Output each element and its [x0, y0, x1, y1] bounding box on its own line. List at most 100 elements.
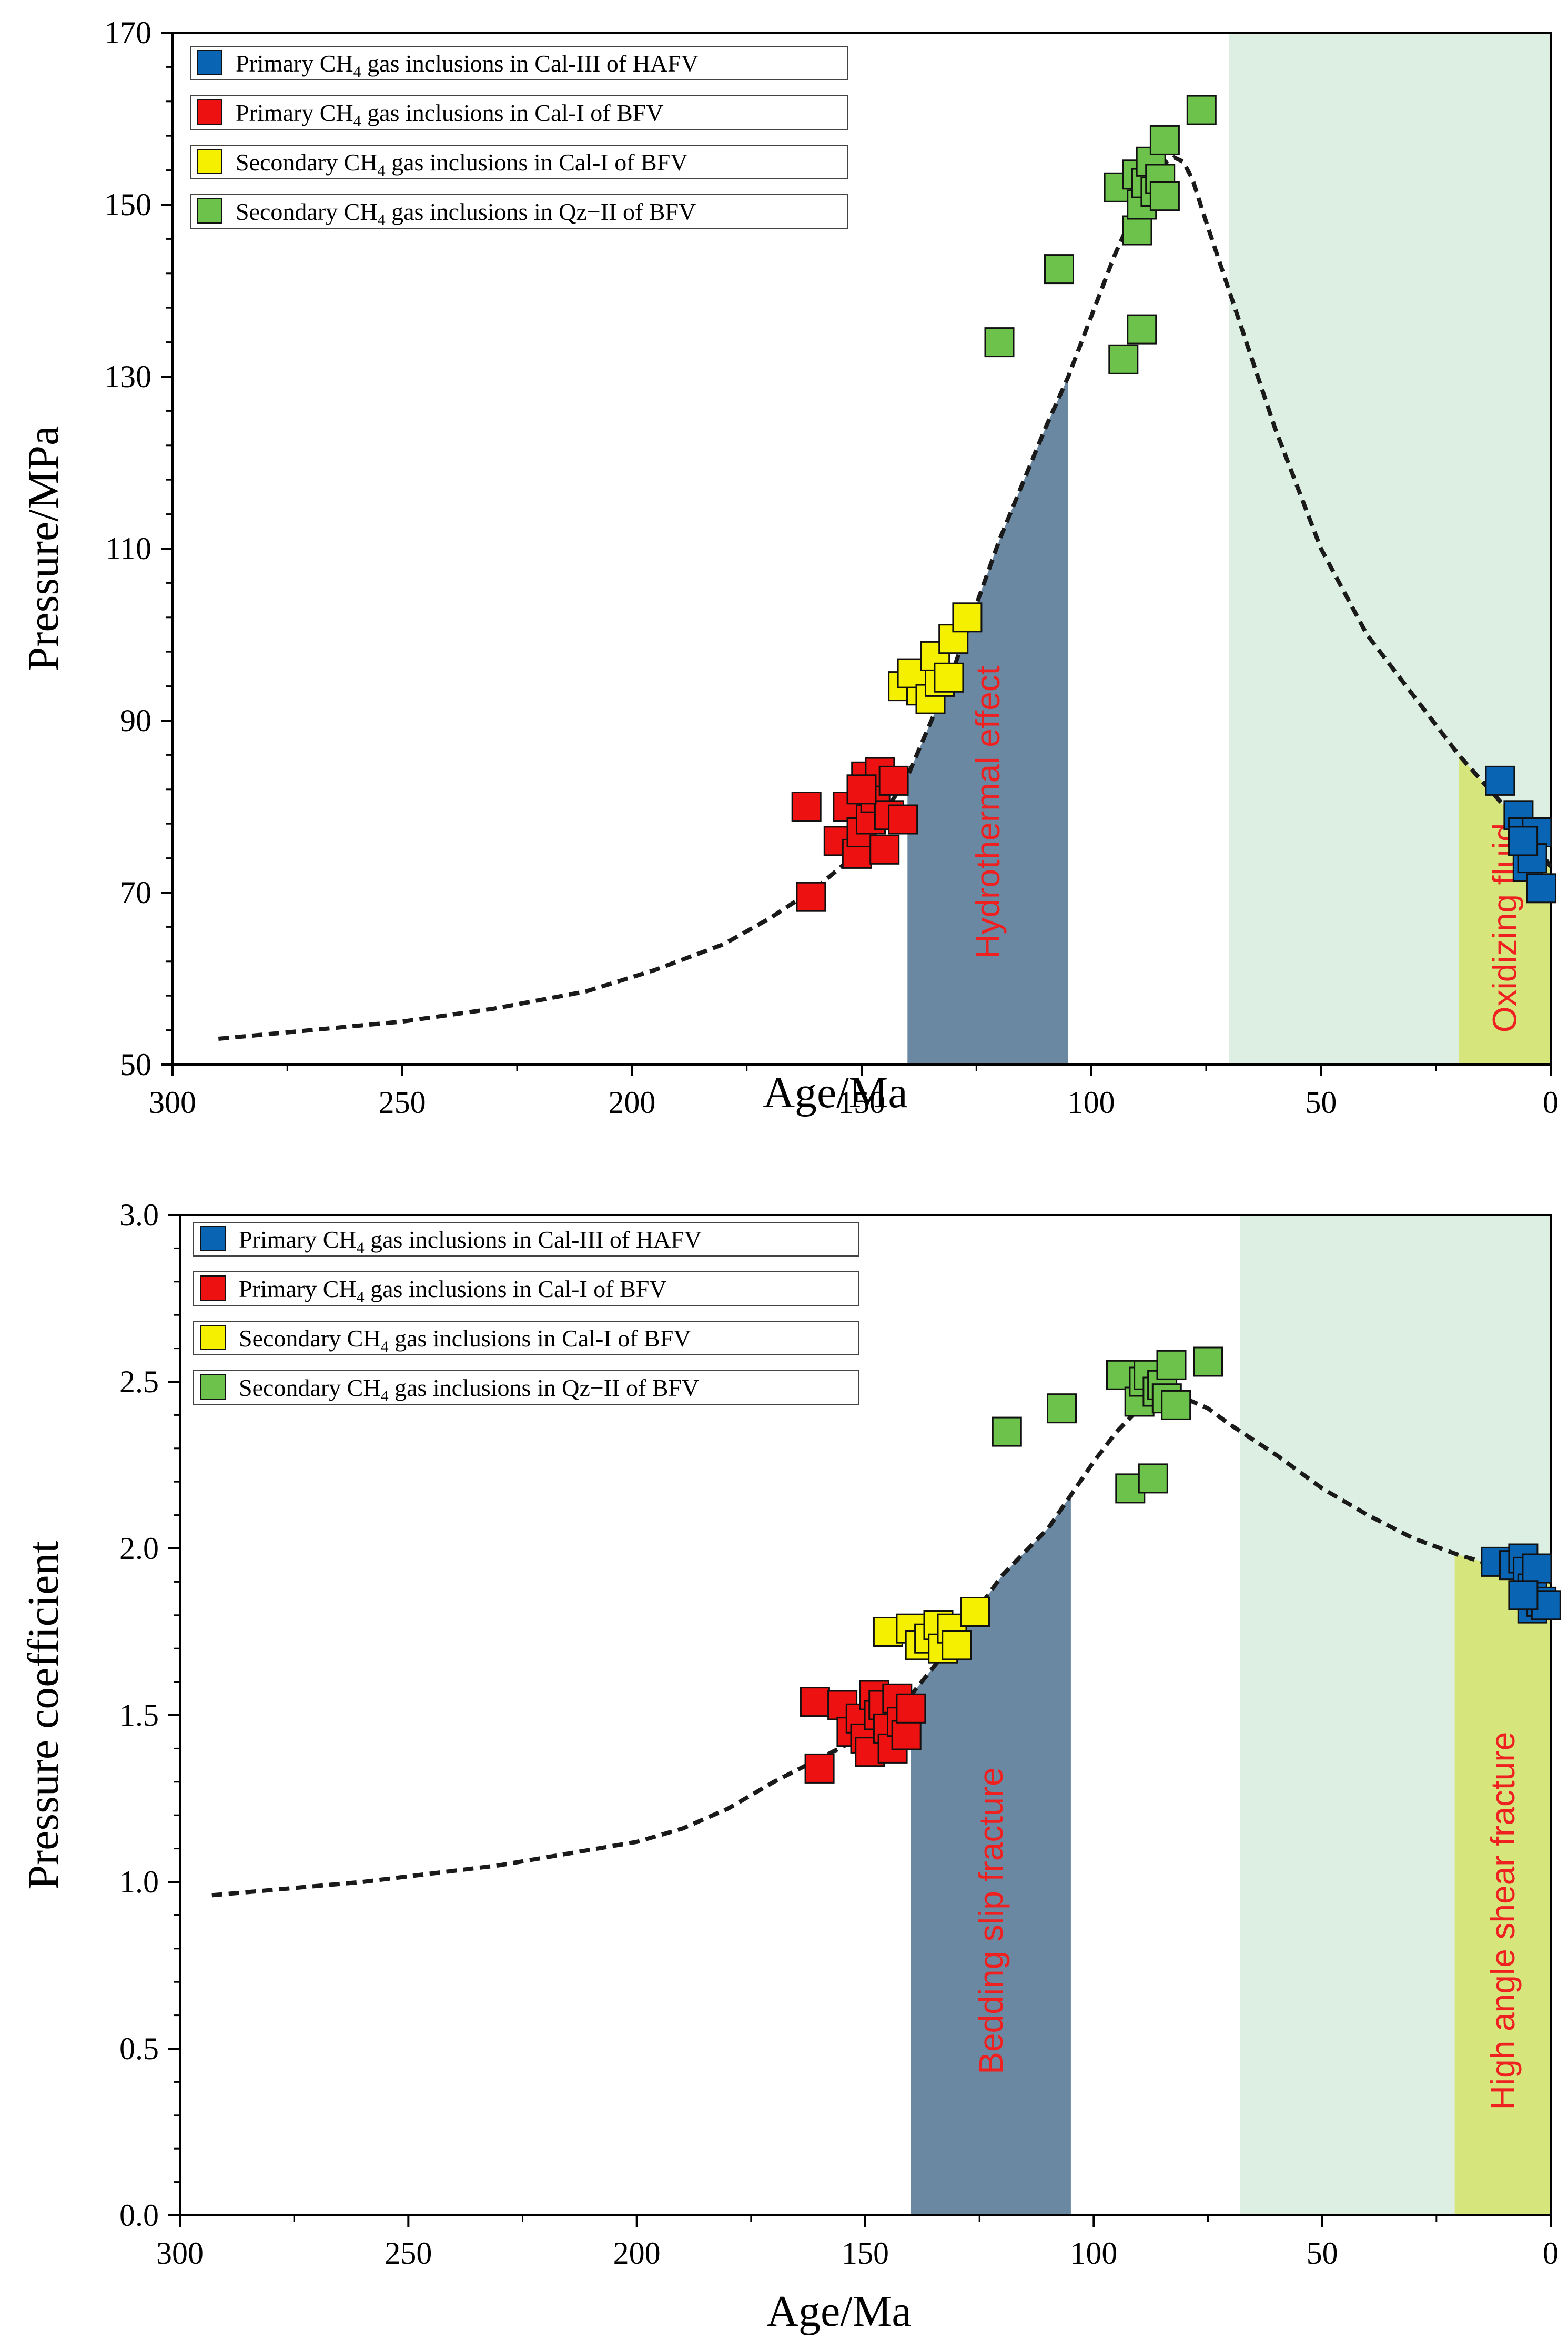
y-tick-label: 3.0: [119, 1198, 159, 1232]
region-high-angle: [1454, 1553, 1551, 2215]
data-point: [942, 1630, 972, 1660]
chart-panel-2: Bedding slip fracture High angle shear fr…: [19, 1198, 1561, 2336]
data-point: [1149, 181, 1180, 211]
x-tick-label: 50: [1305, 1085, 1337, 1120]
series-3: [873, 1597, 990, 1664]
x-tick-label: 250: [385, 2236, 432, 2271]
data-point: [952, 602, 983, 633]
legend-box: [190, 95, 848, 130]
legend-swatch: [200, 1275, 226, 1301]
data-point: [1156, 1350, 1187, 1380]
x-tick-label: 300: [149, 1085, 196, 1120]
legend-box: [193, 1271, 859, 1306]
legend-swatch: [200, 1374, 226, 1400]
legend-swatch: [200, 1325, 226, 1350]
x-tick-label: 100: [1068, 1085, 1115, 1120]
region-hydrothermal: [907, 377, 1068, 1065]
legend-label: Secondary CH4 gas inclusions in Cal-I of…: [236, 149, 688, 179]
data-point: [804, 1753, 835, 1784]
y-axis-title: Pressure coefficient: [19, 1541, 68, 1889]
data-point: [992, 1416, 1022, 1447]
x-tick-label: 150: [842, 2236, 889, 2271]
data-point: [1161, 1390, 1191, 1420]
data-point: [1138, 1463, 1168, 1494]
x-tick-label: 50: [1307, 2236, 1338, 2271]
x-tick-label: 300: [156, 2236, 204, 2271]
x-tick-label: 0: [1543, 1085, 1559, 1120]
legend-label: Primary CH4 gas inclusions in Cal-III of…: [236, 50, 699, 80]
series-4: [984, 95, 1217, 374]
legend-label: Primary CH4 gas inclusions in Cal-I of B…: [236, 99, 664, 130]
region-label-hydrothermal: Hydrothermal effect: [969, 665, 1007, 959]
data-point: [960, 1597, 990, 1627]
data-point: [1149, 125, 1180, 155]
data-point: [1108, 344, 1139, 374]
x-tick-label: 100: [1070, 2236, 1117, 2271]
data-point: [1122, 215, 1152, 246]
legend-box: [193, 1370, 859, 1405]
y-tick-label: 170: [104, 15, 151, 50]
data-point: [984, 327, 1015, 358]
series-4: [992, 1346, 1223, 1504]
legend-label: Secondary CH4 gas inclusions in Qz−II of…: [239, 1374, 699, 1405]
data-point: [1047, 1393, 1077, 1424]
data-point: [1044, 254, 1074, 285]
data-point: [878, 765, 909, 796]
x-tick-label: 250: [379, 1085, 426, 1120]
trend-curve: [218, 155, 1553, 1041]
series-1: [1485, 765, 1556, 904]
data-point: [1127, 314, 1157, 345]
legend-box: [193, 1222, 859, 1257]
legend-box: [190, 194, 848, 229]
data-point: [846, 774, 877, 805]
data-point: [1508, 826, 1539, 856]
legend-label: Secondary CH4 gas inclusions in Cal-I of…: [239, 1325, 691, 1355]
legend-swatch: [197, 149, 222, 174]
legend-box: [190, 46, 848, 80]
data-point: [800, 1687, 830, 1717]
y-tick-label: 50: [120, 1047, 151, 1082]
y-axis-title: Pressure/MPa: [19, 426, 68, 672]
y-tick-label: 1.0: [119, 1865, 159, 1899]
legend-swatch: [200, 1226, 226, 1251]
y-tick-label: 0.5: [119, 2031, 159, 2066]
series-1: [1481, 1543, 1561, 1624]
legend-label: Primary CH4 gas inclusions in Cal-III of…: [239, 1226, 702, 1257]
region-label-bedding: Bedding slip fracture: [972, 1767, 1010, 2074]
data-point: [1526, 873, 1556, 904]
data-point: [869, 834, 900, 865]
data-point: [1186, 95, 1217, 125]
data-point: [891, 1720, 922, 1750]
legend-box: [193, 1321, 859, 1355]
legend-swatch: [197, 198, 222, 224]
data-point: [791, 792, 822, 822]
y-tick-label: 90: [120, 703, 151, 738]
x-tick-label: 200: [613, 2236, 661, 2271]
y-tick-label: 130: [104, 359, 151, 394]
x-tick-label: 200: [608, 1085, 655, 1120]
data-point: [896, 1693, 926, 1724]
legend-label: Primary CH4 gas inclusions in Cal-I of B…: [239, 1275, 667, 1306]
series-2: [800, 1680, 926, 1784]
region-bedding: [911, 1495, 1071, 2215]
legend-swatch: [197, 50, 222, 75]
legend-swatch: [197, 99, 222, 125]
data-point: [934, 662, 964, 693]
data-point: [1193, 1346, 1223, 1377]
data-point: [888, 804, 918, 835]
y-tick-label: 0.0: [119, 2198, 159, 2233]
trend-curve: [211, 1393, 1552, 1898]
region-label-high-angle: High angle shear fracture: [1484, 1732, 1522, 2110]
legend-box: [190, 145, 848, 179]
legend-label: Secondary CH4 gas inclusions in Qz−II of…: [236, 198, 696, 229]
x-tick-label: 0: [1543, 2236, 1559, 2271]
x-tick-label: 150: [838, 1085, 885, 1120]
y-tick-label: 2.0: [119, 1531, 159, 1566]
data-point: [1508, 1580, 1539, 1610]
y-tick-label: 2.5: [119, 1364, 159, 1399]
data-point: [796, 882, 826, 912]
x-axis-title: Age/Ma: [763, 1068, 907, 1117]
